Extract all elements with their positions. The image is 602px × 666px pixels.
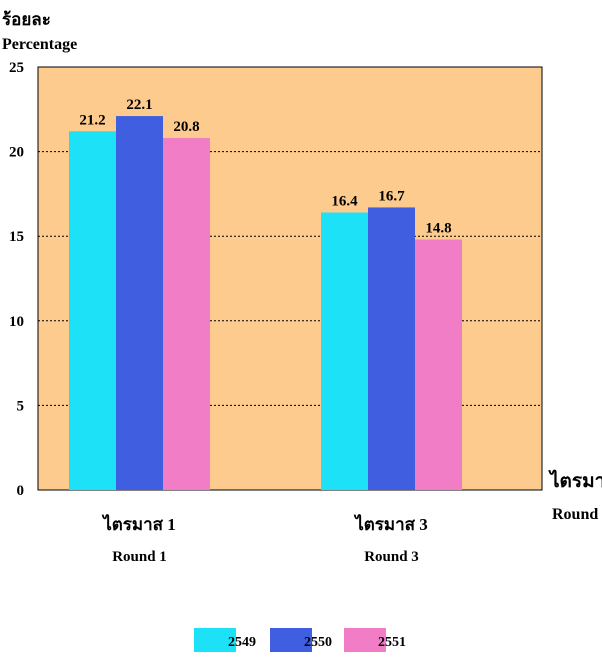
x-tick-label: Round 1 bbox=[112, 549, 167, 565]
legend: 254920062550200725512008 bbox=[194, 628, 406, 652]
x-tick-label-thai: ไตรมาส 1 bbox=[101, 514, 176, 534]
y-tick-label: 0 bbox=[17, 483, 25, 499]
y-tick-label: 20 bbox=[9, 145, 24, 161]
bar bbox=[69, 131, 116, 490]
x-axis-label: Round bbox=[552, 506, 598, 523]
bar-value-label: 16.4 bbox=[331, 194, 358, 210]
y-axis-label-thai: ร้อยละ bbox=[2, 10, 51, 29]
bar-value-label: 20.8 bbox=[173, 119, 199, 135]
bar bbox=[163, 138, 210, 490]
legend-label: 2549 bbox=[228, 635, 256, 650]
bar bbox=[321, 212, 368, 490]
x-tick-label-thai: ไตรมาส 3 bbox=[353, 514, 428, 534]
bar-value-label: 22.1 bbox=[126, 97, 152, 113]
legend-label: 2550 bbox=[304, 635, 332, 650]
x-tick-label: Round 3 bbox=[364, 549, 419, 565]
legend-swatch bbox=[344, 628, 386, 652]
bar bbox=[116, 116, 163, 491]
y-tick-label: 10 bbox=[9, 314, 24, 330]
y-axis-label: Percentage bbox=[2, 36, 77, 53]
bar-value-label: 21.2 bbox=[79, 112, 105, 128]
bar bbox=[415, 239, 462, 490]
y-tick-label: 5 bbox=[17, 398, 25, 414]
y-tick-label: 25 bbox=[9, 60, 24, 76]
bar-value-label: 16.7 bbox=[378, 188, 405, 204]
legend-swatch bbox=[270, 628, 312, 652]
bar bbox=[368, 207, 415, 490]
legend-label: 2551 bbox=[378, 635, 406, 650]
y-tick-label: 15 bbox=[9, 229, 24, 245]
x-axis-label-thai: ไตรมาส bbox=[548, 469, 602, 492]
legend-swatch bbox=[194, 628, 236, 652]
bar-value-label: 14.8 bbox=[425, 221, 451, 237]
